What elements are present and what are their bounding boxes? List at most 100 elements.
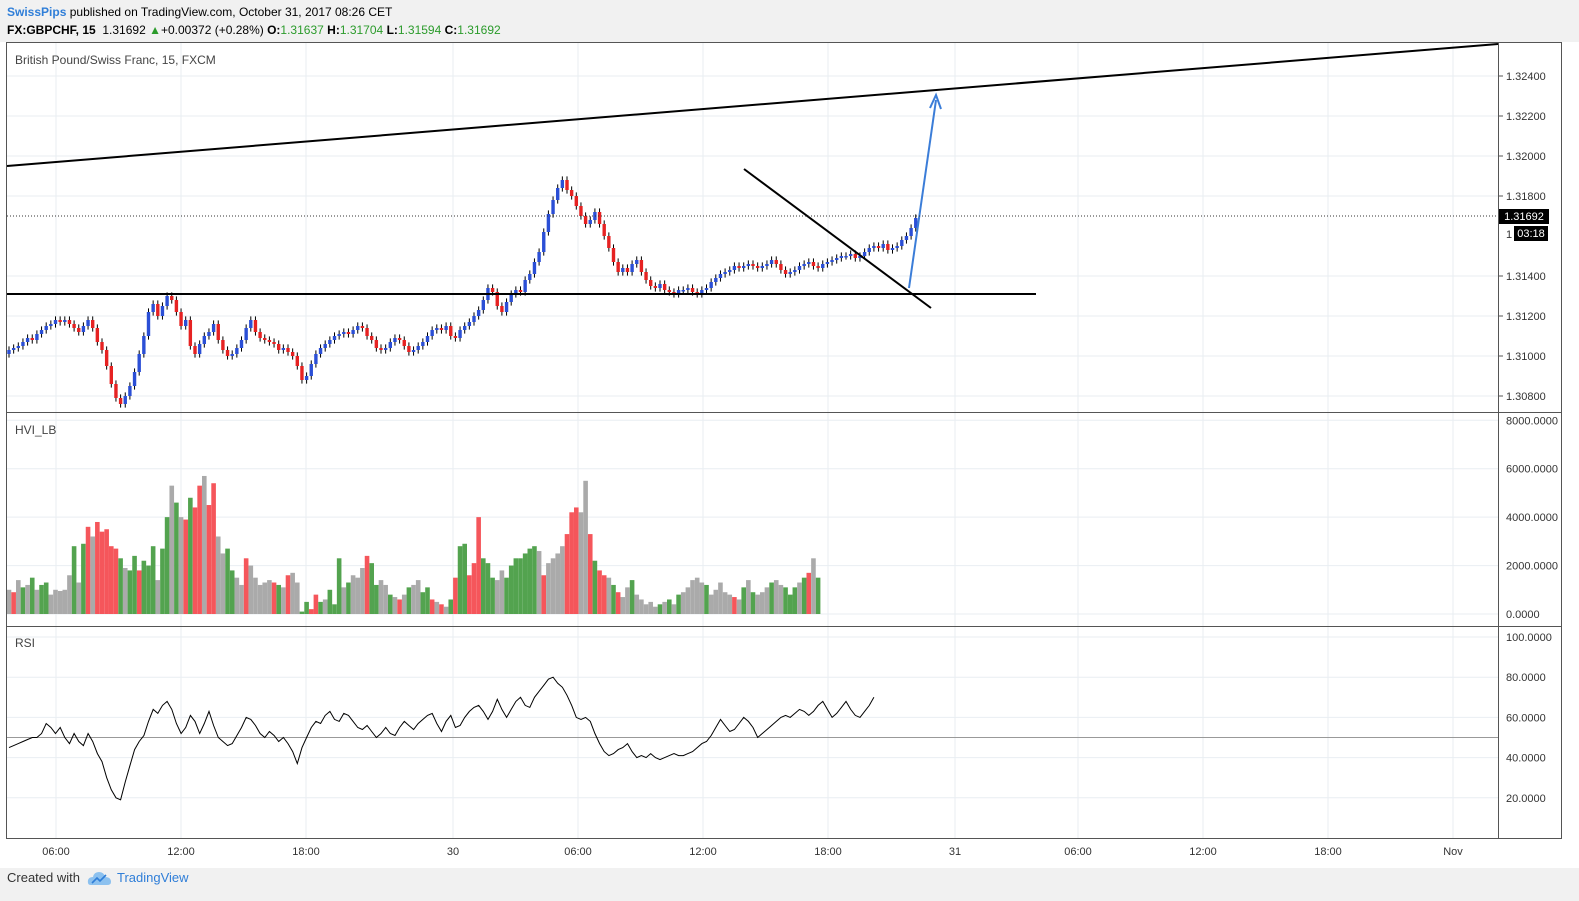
volume-bar [150,546,156,614]
volume-bar [685,587,691,614]
price-candles [7,176,918,408]
candle-body [886,244,890,250]
candle-body [630,264,634,272]
volume-bar [248,565,254,614]
volume-bar [601,575,607,614]
volume-bar [174,502,179,614]
candle-body [230,354,234,356]
chart-area[interactable]: British Pound/Swiss Franc, 15, FXCM HVI_… [0,42,1579,868]
candle-body [463,326,467,330]
candle-body [500,306,504,312]
volume-bar [755,594,760,614]
volume-tick-label: 8000.0000 [1506,415,1558,427]
x-tick-label: 06:00 [1064,846,1092,858]
x-tick-label: 30 [447,846,459,858]
volume-bar [57,590,63,614]
author-link[interactable]: SwissPips [7,5,67,19]
volume-bar [90,536,95,614]
volume-bar [462,543,467,614]
candle-body [755,266,760,268]
created-with-label: Created with [7,870,80,885]
candle-body [914,218,918,228]
volume-bar [43,582,49,614]
candle-body [16,346,20,348]
high-label: H: [327,23,340,37]
volume-bar [620,597,626,614]
candle-body [249,320,253,328]
candle-body [662,284,667,290]
volume-bar [439,604,444,614]
candle-body [825,262,830,264]
candle-body [844,256,848,258]
volume-bar [160,548,165,614]
volume-bar [629,580,635,614]
x-tick-label: 18:00 [1314,846,1342,858]
candle-body [667,290,671,292]
rsi-tick-label: 40.0000 [1506,753,1546,765]
volume-bar [290,572,295,614]
candle-body [393,338,397,342]
volume-bar [62,589,68,614]
candle-body [453,336,458,338]
volume-bar [192,507,198,614]
candle-body [397,338,402,340]
volume-bar [550,558,556,614]
candle-body [495,292,499,306]
candle-body [272,342,276,344]
candle-body [81,326,86,332]
upper-trendline[interactable] [6,43,1499,167]
candle-body [546,214,551,232]
candle-body [746,264,751,266]
volume-bar [397,599,402,614]
candle-body [170,296,174,300]
candle-body [114,384,118,398]
chart-svg[interactable]: British Pound/Swiss Franc, 15, FXCM HVI_… [0,42,1579,868]
volume-bar [308,609,314,614]
candle-body [104,350,109,366]
candle-body [165,296,169,306]
tradingview-link[interactable]: TradingView [117,870,189,885]
x-tick-label: 06:00 [564,846,592,858]
rsi-tick-label: 20.0000 [1506,793,1546,805]
x-tick-label: 18:00 [814,846,842,858]
price-tick-label: 1.31800 [1506,191,1546,203]
volume-bar [657,604,663,614]
candle-body [142,336,146,354]
candle-body [235,348,239,354]
volume-bar [85,526,91,614]
volume-bar [322,599,328,614]
candle-body [574,196,578,206]
candle-body [723,272,727,274]
volume-bar [429,599,435,614]
arrow-head-icon [929,92,942,110]
candle-body [579,206,583,216]
candle-body [690,288,695,292]
volume-bar [364,555,370,614]
volume-bar [81,543,86,614]
candle-body [774,260,778,264]
candle-body [704,288,709,290]
candle-body [95,328,100,342]
volume-bar [732,597,737,614]
volume-bar [67,575,72,614]
candle-body [686,288,690,290]
volume-bar [415,580,421,614]
candle-body [737,266,741,268]
volume-bar [727,594,733,614]
volume-bar [71,546,77,614]
last-price: 1.31692 [102,23,146,37]
candle-body [211,324,216,332]
open-label: O: [267,23,281,37]
volume-bar [350,575,356,614]
candle-body [86,320,90,326]
volume-bar [220,553,226,614]
volume-bar [20,587,26,614]
candle-body [146,312,151,336]
candle-body [700,290,704,294]
descending-trendline[interactable] [743,168,932,309]
volume-bar [773,580,779,614]
candle-body [277,344,281,350]
projection-arrow[interactable] [908,99,937,289]
volume-bar [285,575,291,614]
candle-body [676,290,681,294]
